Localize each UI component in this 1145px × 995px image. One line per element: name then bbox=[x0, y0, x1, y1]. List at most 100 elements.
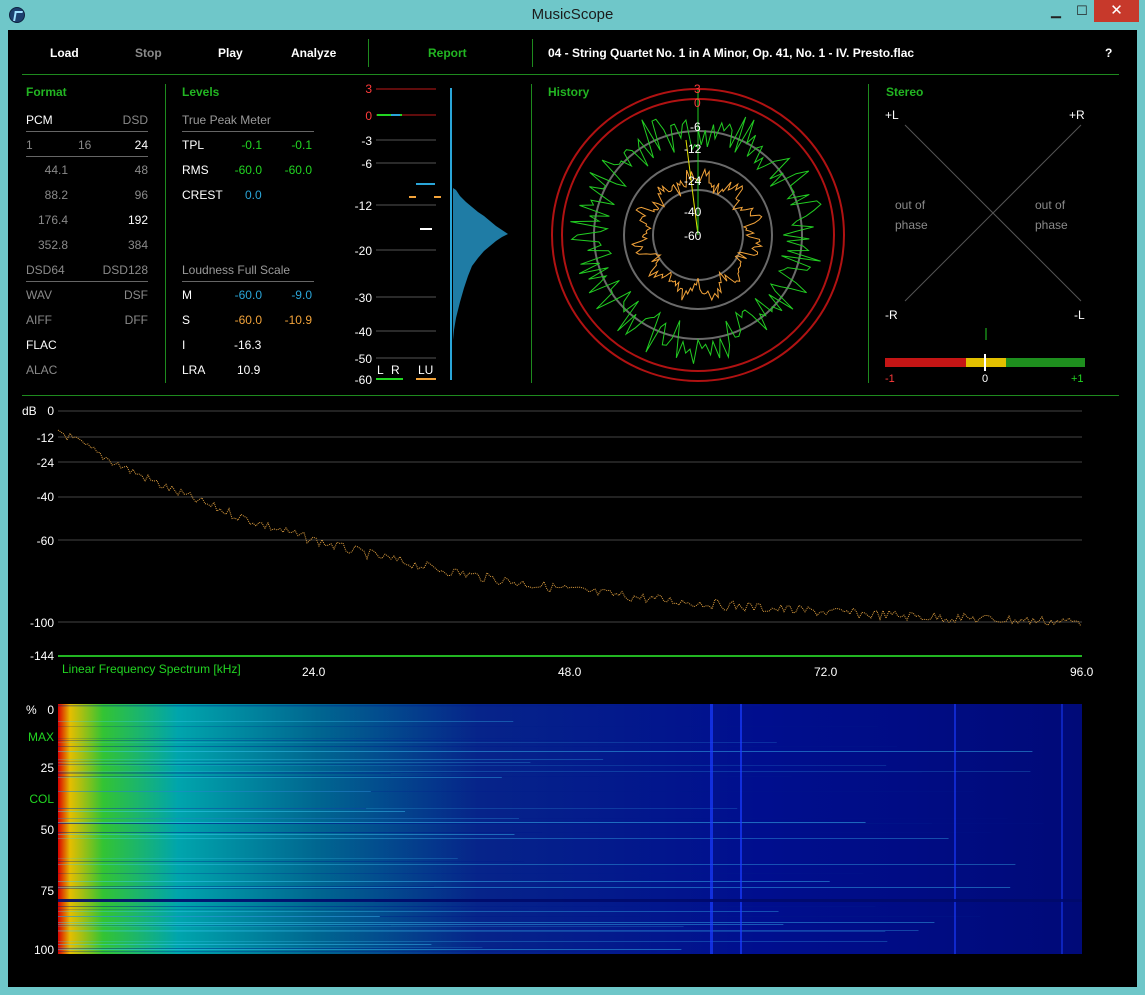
phase-left: phase bbox=[895, 218, 928, 232]
spectrogram-streak bbox=[58, 764, 739, 765]
i-value: -16.3 bbox=[234, 338, 262, 352]
spectrogram-streak bbox=[58, 705, 763, 706]
history-tick-m6: -6 bbox=[690, 120, 701, 134]
spectrogram-streak bbox=[58, 746, 898, 747]
rate-48: 48 bbox=[134, 163, 148, 177]
spectrogram-streak bbox=[58, 949, 682, 950]
spectrum-x-48: 48.0 bbox=[558, 665, 582, 679]
spectrogram-streak bbox=[58, 838, 949, 839]
spectrogram-streak bbox=[58, 776, 792, 777]
rate-384: 384 bbox=[127, 238, 148, 252]
history-tick-0: 0 bbox=[694, 96, 701, 110]
track-title: 04 - String Quartet No. 1 in A Minor, Op… bbox=[548, 46, 915, 60]
spectrum-tick-0: 0 bbox=[47, 404, 54, 418]
spectrogram-col-label: COL bbox=[29, 792, 54, 806]
correlation-minus-1: -1 bbox=[885, 373, 895, 385]
spectrogram-streak bbox=[58, 761, 715, 762]
spectrogram-streak bbox=[58, 777, 502, 778]
spectrogram-streak bbox=[58, 818, 519, 819]
bit-depth-24: 24 bbox=[134, 138, 148, 152]
spectrogram-streak bbox=[58, 931, 886, 932]
spectrum-x-24: 24.0 bbox=[302, 665, 326, 679]
spectrogram-streak bbox=[58, 886, 434, 887]
spectrum-tick-m100: -100 bbox=[29, 616, 54, 630]
spectrogram-streak bbox=[58, 832, 992, 833]
spectrogram[interactable] bbox=[58, 704, 1082, 954]
out-of-phase-right: out of bbox=[1035, 198, 1066, 212]
spectrogram-streak bbox=[58, 873, 864, 874]
minimize-button[interactable]: ▁ bbox=[1051, 3, 1061, 18]
spectrogram-streak bbox=[58, 916, 380, 917]
dsd128-label: DSD128 bbox=[102, 263, 148, 277]
help-button[interactable]: ? bbox=[1105, 46, 1113, 60]
stereo-minus-r: -R bbox=[885, 308, 898, 322]
tpl-right: -0.1 bbox=[291, 138, 312, 152]
spectrogram-streak bbox=[58, 823, 932, 824]
tpl-label: TPL bbox=[182, 138, 205, 152]
meter-tick-3: 3 bbox=[365, 82, 372, 96]
spectrogram-streak bbox=[58, 944, 432, 945]
frequency-spectrum-plot bbox=[57, 410, 1082, 657]
flac-label: FLAC bbox=[26, 338, 57, 352]
title-bar[interactable]: MusicScope ▁ ☐ ✕ bbox=[0, 0, 1145, 30]
close-button[interactable]: ✕ bbox=[1094, 0, 1139, 22]
stereo-plus-l: +L bbox=[885, 108, 899, 122]
spectrogram-streak bbox=[58, 951, 657, 952]
app-logo-icon bbox=[9, 7, 25, 23]
load-button[interactable]: Load bbox=[50, 46, 79, 60]
meter-tick-0: 0 bbox=[365, 109, 372, 123]
history-tick-m40: -40 bbox=[684, 205, 702, 219]
spectrogram-tick-50: 50 bbox=[40, 823, 54, 837]
bit-depth-1: 1 bbox=[26, 138, 33, 152]
spectrogram-streak bbox=[58, 808, 367, 809]
history-radar bbox=[551, 88, 845, 382]
play-button[interactable]: Play bbox=[218, 46, 243, 60]
rate-176: 176.4 bbox=[37, 213, 68, 227]
stereo-title: Stereo bbox=[886, 85, 924, 99]
spectrum-tick-m24: -24 bbox=[36, 456, 54, 470]
meter-label-r: R bbox=[391, 363, 400, 377]
m-value-a: -60.0 bbox=[234, 288, 262, 302]
meter-tick-m6: -6 bbox=[361, 157, 372, 171]
meter-tick-m3: -3 bbox=[361, 134, 372, 148]
spectrogram-streak bbox=[58, 823, 1044, 824]
analyze-button[interactable]: Analyze bbox=[291, 46, 337, 60]
spectrogram-streak bbox=[58, 791, 975, 792]
spectrum-tick-m60: -60 bbox=[36, 534, 54, 548]
spectrogram-streak bbox=[58, 818, 1008, 819]
spectrogram-streak bbox=[58, 773, 391, 774]
spectrogram-streak bbox=[58, 738, 539, 739]
m-label: M bbox=[182, 288, 192, 302]
spectrogram-max-label: MAX bbox=[27, 730, 54, 744]
spectrogram-streak bbox=[58, 822, 866, 823]
spectrogram-streak bbox=[58, 911, 779, 912]
stereo-goniometer bbox=[885, 124, 1085, 371]
wav-label: WAV bbox=[26, 288, 52, 302]
spectrogram-streak bbox=[58, 706, 597, 707]
dsd-label: DSD bbox=[122, 113, 148, 127]
report-button[interactable]: Report bbox=[428, 46, 467, 60]
spectrogram-streak bbox=[58, 772, 922, 773]
spectrogram-streak bbox=[58, 887, 1011, 888]
dsf-label: DSF bbox=[124, 288, 148, 302]
spectrogram-streak bbox=[58, 930, 919, 931]
tpl-left: -0.1 bbox=[241, 138, 262, 152]
s-value-a: -60.0 bbox=[234, 313, 262, 327]
spectrogram-streak bbox=[58, 947, 483, 948]
spectrogram-streak bbox=[58, 924, 784, 925]
spectrogram-tick-25: 25 bbox=[40, 761, 54, 775]
phase-right: phase bbox=[1035, 218, 1068, 232]
m-value-b: -9.0 bbox=[291, 288, 312, 302]
stop-button[interactable]: Stop bbox=[135, 46, 162, 60]
crest-label: CREST bbox=[182, 188, 223, 202]
pcm-label: PCM bbox=[26, 113, 53, 127]
spectrogram-pct-label: % bbox=[26, 703, 37, 717]
window-title: MusicScope bbox=[531, 6, 614, 23]
maximize-button[interactable]: ☐ bbox=[1076, 3, 1088, 18]
bit-depth-16: 16 bbox=[78, 138, 92, 152]
history-tick-3: 3 bbox=[694, 82, 701, 96]
spectrum-x-label: Linear Frequency Spectrum [kHz] bbox=[62, 662, 241, 676]
dsd64-label: DSD64 bbox=[26, 263, 65, 277]
s-value-b: -10.9 bbox=[284, 313, 312, 327]
